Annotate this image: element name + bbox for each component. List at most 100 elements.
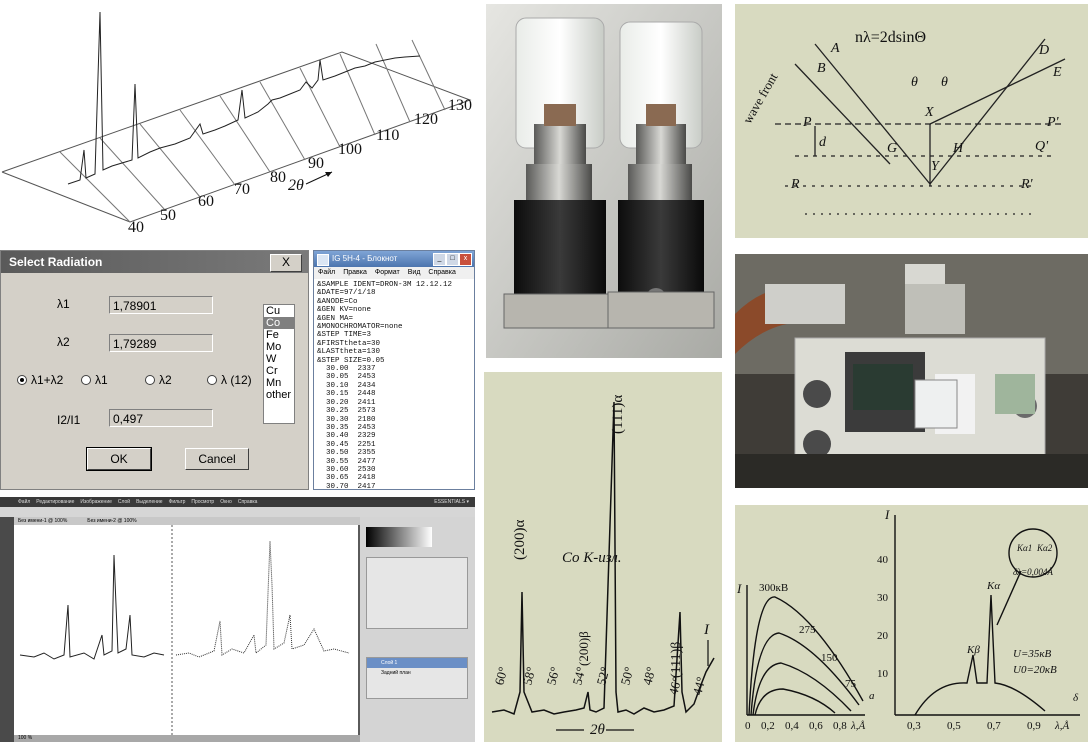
menu-help[interactable]: Справка (428, 269, 456, 276)
label-y: Y (931, 159, 941, 174)
ps-menu-item[interactable]: Слой (117, 499, 131, 505)
ps-menu-item[interactable]: Справка (237, 499, 258, 505)
label-theta-1: θ (911, 75, 918, 90)
ps-doc-tabs: Без имени-1 @ 100% Без имени-2 @ 100% (14, 517, 362, 525)
ps-menubar: Файл Редактирование Изображение Слой Выд… (0, 497, 475, 507)
ratio-field[interactable]: 0,497 (109, 409, 213, 427)
notepad-line: &ANODE=Co (317, 297, 358, 306)
menu-view[interactable]: Вид (407, 269, 421, 276)
radio-dot[interactable] (17, 375, 27, 385)
ok-button[interactable]: OK (86, 447, 152, 471)
maximize-icon[interactable]: □ (446, 253, 459, 266)
condition-u: U=35кВ (1013, 648, 1052, 660)
notepad-line: &LASTtheta=130 (317, 348, 381, 357)
ps-menu-item[interactable]: Просмотр (191, 499, 215, 505)
notepad-line: 30.50 2355 (317, 449, 376, 458)
anode-option[interactable]: Mo (266, 341, 282, 353)
minimize-icon[interactable]: _ (433, 253, 446, 266)
label-h: H (952, 141, 964, 156)
angle-label: 54° (569, 665, 588, 686)
ps-layer-row[interactable]: Задний план (381, 670, 411, 676)
anode-option[interactable]: Cr (266, 365, 278, 377)
notepad-line: 30.20 2411 (317, 398, 376, 407)
tick-label: 0,7 (987, 720, 1001, 732)
notepad-title: IG 5H-4 - Блокнот (332, 254, 398, 263)
ps-toolbox[interactable] (0, 517, 14, 742)
radio-l1[interactable]: λ1 (81, 373, 108, 387)
anode-option[interactable]: Cu (266, 305, 281, 317)
menu-format[interactable]: Формат (374, 269, 400, 276)
wavefront-label: wave front (740, 70, 781, 126)
notepad-window: IG 5H-4 - Блокнот _ □ x Файл Правка Форм… (313, 250, 475, 490)
menu-file[interactable]: Файл (318, 269, 336, 276)
ps-canvas[interactable] (14, 525, 358, 735)
kalpha-label: Kα (986, 580, 1000, 592)
ps-essentials[interactable]: ESSENTIALS ▾ (434, 499, 469, 505)
radio-l2[interactable]: λ2 (145, 373, 172, 387)
ps-layer-row[interactable]: Слой 1 (367, 658, 467, 668)
notepad-line: 30.15 2448 (317, 390, 376, 399)
radio-dot[interactable] (81, 375, 91, 385)
tick-label: 10 (877, 668, 889, 680)
ps-layers-panel[interactable]: Слой 1 Задний план (366, 657, 468, 699)
notepad-titlebar: IG 5H-4 - Блокнот _ □ x (314, 251, 474, 267)
notepad-line: 30.70 2417 (317, 482, 376, 490)
lambda1-field[interactable]: 1,78901 (109, 296, 213, 314)
anode-option[interactable]: W (266, 353, 277, 365)
notepad-line: &SAMPLE IDENT=DRON-3M 12.12.12 (317, 281, 453, 289)
notepad-icon (317, 254, 329, 266)
ps-adjustments-panel[interactable] (366, 557, 468, 629)
anode-option-selected[interactable]: Co (264, 317, 294, 329)
ps-color-ramp[interactable] (366, 527, 432, 547)
notepad-menubar: Файл Правка Формат Вид Справка (314, 267, 474, 279)
tick-label: 30 (877, 592, 889, 604)
lambda2-field[interactable]: 1,79289 (109, 334, 213, 352)
ps-tab[interactable]: Без имени-1 @ 100% (18, 518, 68, 524)
tick-label: 40 (128, 219, 144, 236)
anode-option[interactable]: Fe (266, 329, 279, 341)
anode-option[interactable]: Mn (266, 377, 282, 389)
angle-label: 50° (617, 665, 636, 686)
angle-label: 60° (491, 665, 510, 686)
notepad-line: &FIRSTtheta=30 (317, 339, 381, 348)
label-x: X (924, 105, 934, 120)
ps-menu-item[interactable]: Редактирование (36, 499, 75, 505)
lambda1-label: λ1 (57, 297, 70, 311)
anode-option[interactable]: other (266, 389, 292, 401)
ps-menu-item[interactable]: Изображение (80, 499, 112, 505)
radio-l12[interactable]: λ (12) (207, 373, 252, 387)
anode-listbox[interactable]: Cu Co Fe Mo W Cr Mn other (263, 304, 295, 424)
radio-dot[interactable] (207, 375, 217, 385)
angle-label: 52° (593, 665, 612, 686)
label-g: G (887, 141, 897, 156)
tick-label: 100 (338, 141, 362, 158)
angle-label: 46° (665, 675, 684, 696)
notepad-text-area[interactable]: &SAMPLE IDENT=DRON-3M 12.12.12 &DATE=97/1… (314, 279, 474, 490)
notepad-line: 30.05 2453 (317, 373, 376, 382)
radio-l1-l2[interactable]: λ1+λ2 (17, 373, 63, 387)
close-icon[interactable]: x (459, 253, 472, 266)
tick-label: 130 (448, 97, 472, 114)
label-d: D (1038, 43, 1049, 58)
cancel-button[interactable]: Cancel (185, 448, 249, 470)
tick-label: 0,9 (1027, 720, 1041, 732)
notepad-line: 30.45 2251 (317, 440, 376, 449)
radio-dot[interactable] (145, 375, 155, 385)
ps-menu-item[interactable]: Выделение (136, 499, 163, 505)
tick-label: 0 (745, 720, 751, 732)
notepad-line: 30.60 2530 (317, 465, 376, 474)
ps-tab[interactable]: Без имени-2 @ 100% (87, 518, 137, 524)
ps-menu-item[interactable]: Фильтр (168, 499, 186, 505)
peak-label-111a: (111)α (610, 395, 626, 434)
angle-label: 48° (639, 665, 658, 686)
ps-menu-item[interactable]: Окно (220, 499, 232, 505)
label-b: B (817, 61, 826, 76)
close-button[interactable]: X (270, 254, 302, 272)
kbeta-label: Kβ (966, 644, 980, 656)
ps-menu-item[interactable]: Файл (18, 499, 31, 505)
notepad-line: 30.25 2573 (317, 407, 376, 416)
menu-edit[interactable]: Правка (343, 269, 367, 276)
notepad-line: &STEP SIZE=0.05 (317, 356, 385, 365)
tick-label: 90 (308, 155, 324, 172)
condition-u0: U0=20кВ (1013, 664, 1057, 676)
